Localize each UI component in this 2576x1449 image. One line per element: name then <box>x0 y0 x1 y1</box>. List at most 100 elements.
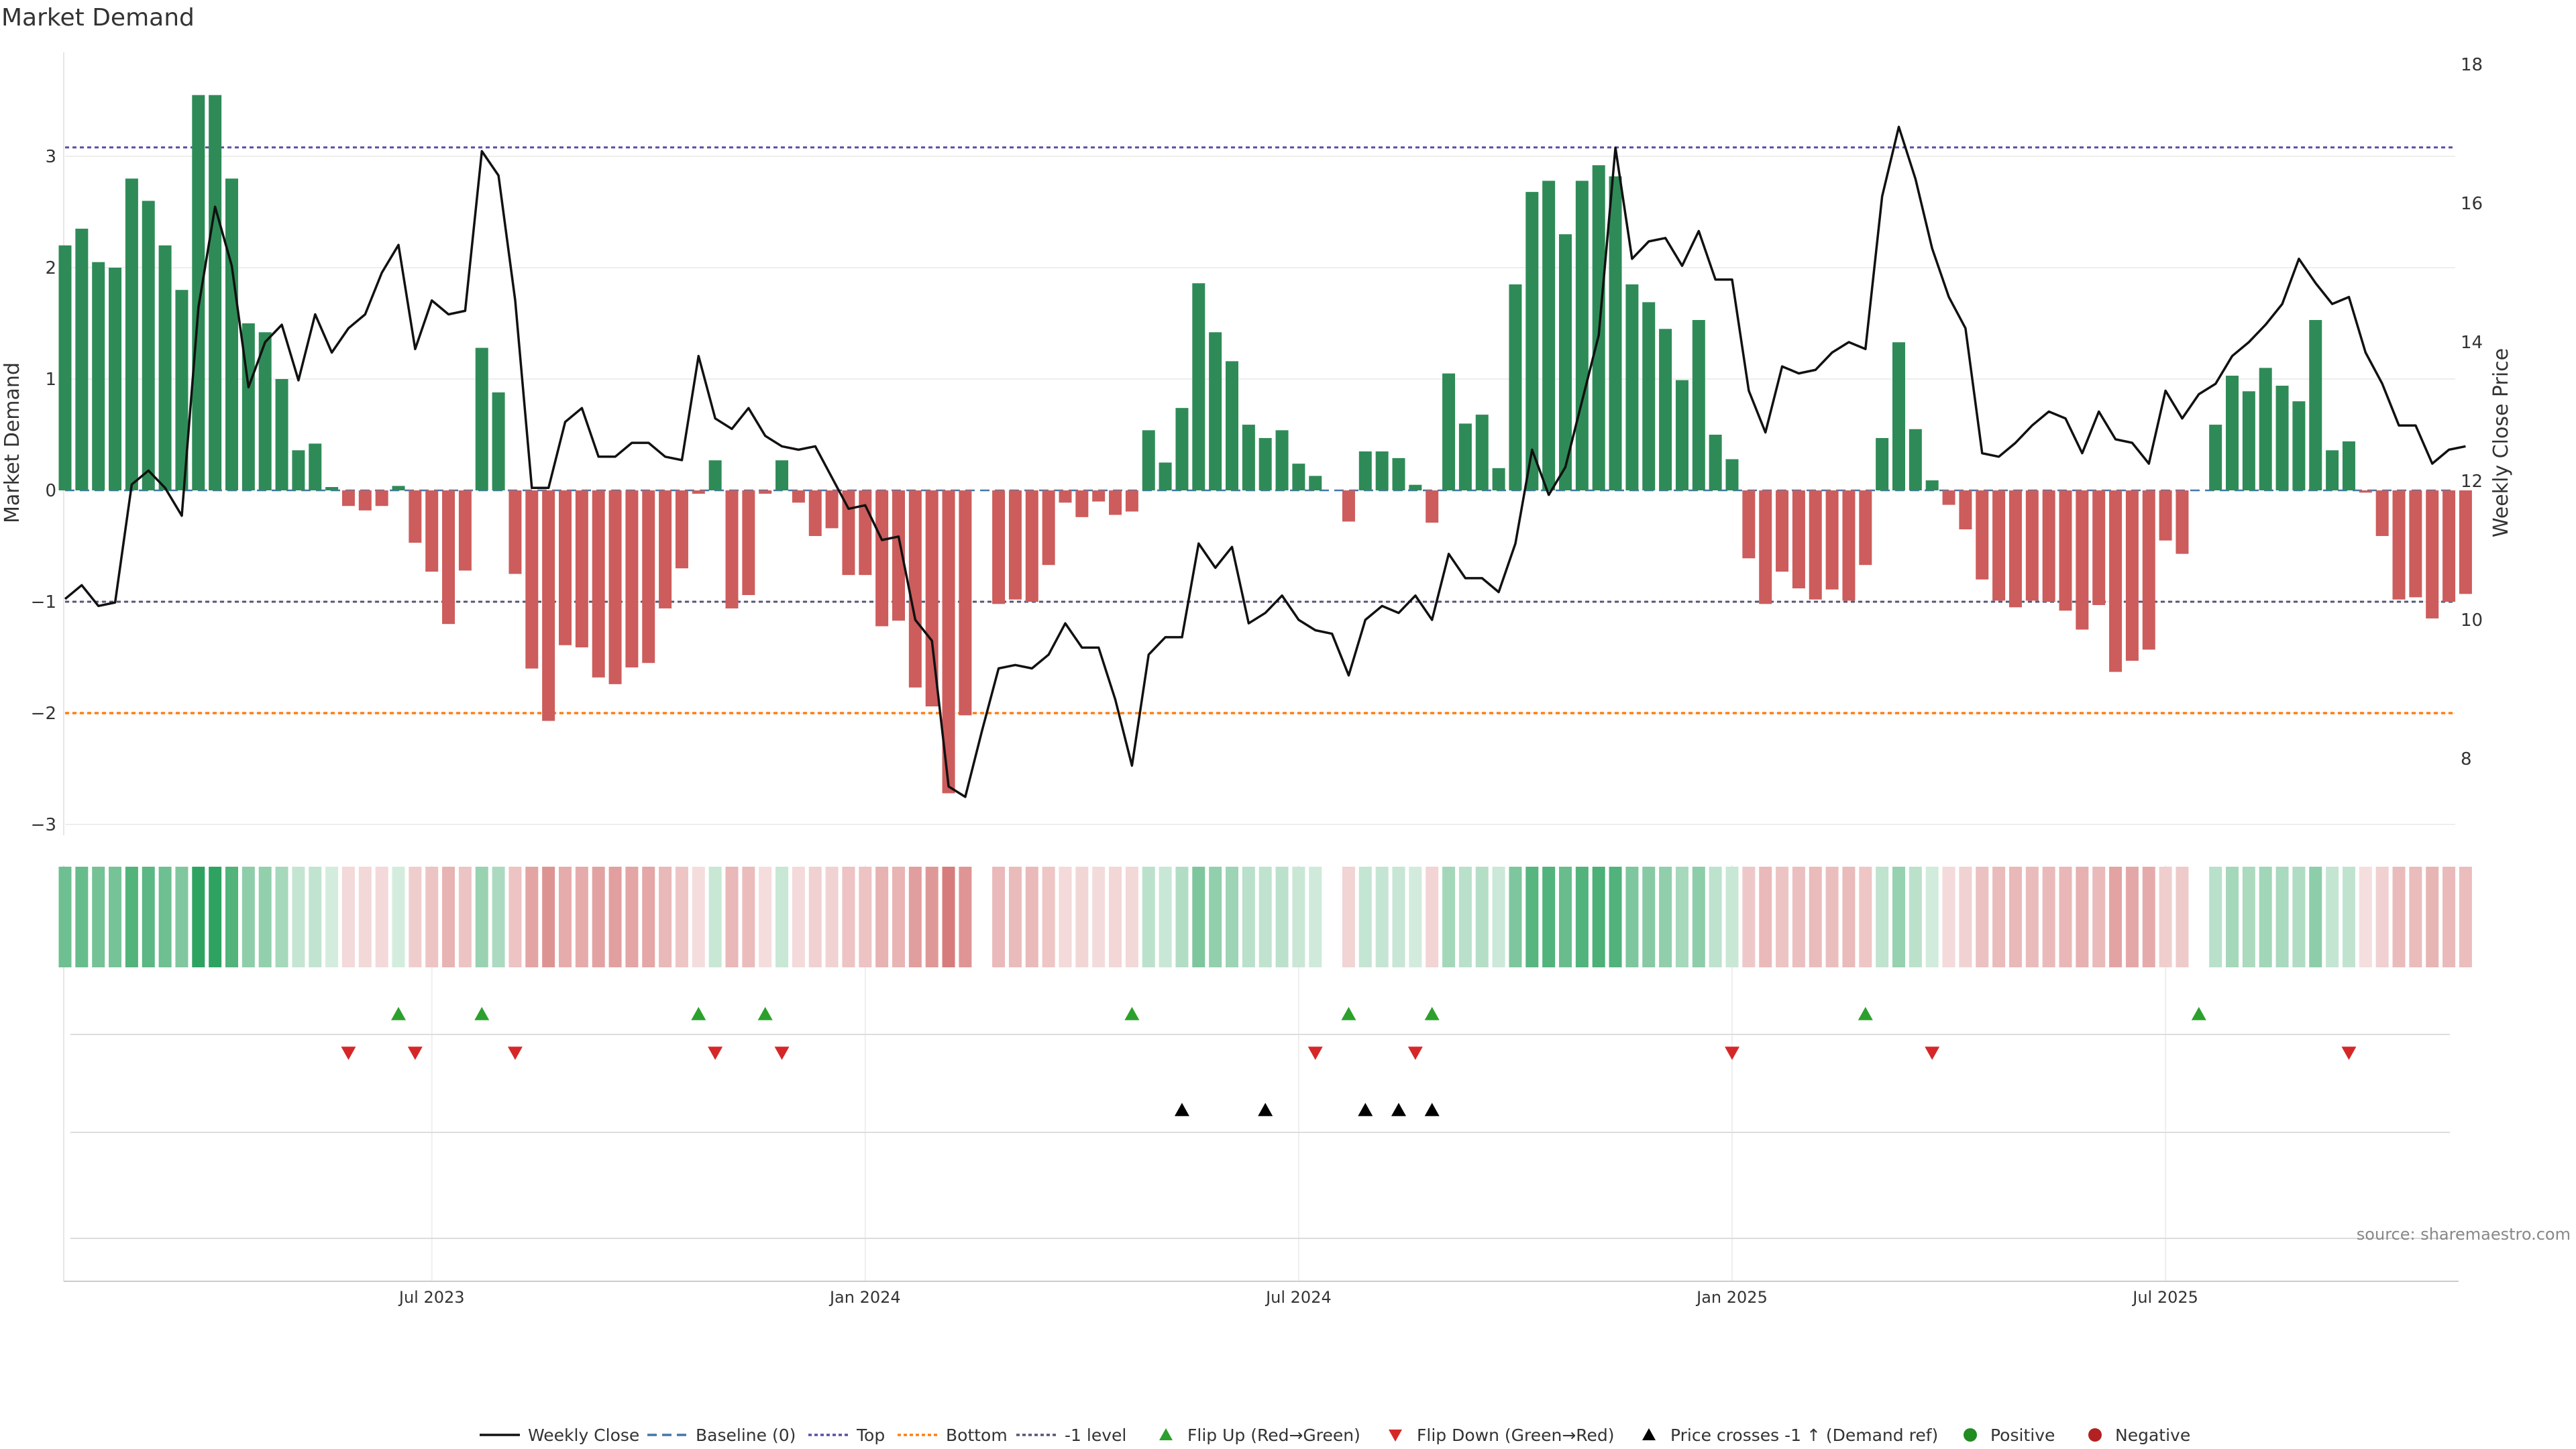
demand-bar <box>1842 490 1856 601</box>
demand-bar <box>125 178 138 490</box>
demand-bar <box>1242 425 1255 490</box>
demand-bar <box>792 490 805 503</box>
demand-bar <box>1042 490 1055 566</box>
heat-cell <box>959 867 972 967</box>
demand-bar <box>292 450 305 490</box>
demand-bar <box>1776 490 1789 572</box>
demand-bar <box>2342 441 2355 490</box>
demand-bars <box>58 95 2472 794</box>
heat-cell <box>2059 867 2072 967</box>
heat-cell <box>1226 867 1238 967</box>
demand-bar <box>2076 490 2089 630</box>
heat-cell <box>659 867 672 967</box>
legend-label: Negative <box>2115 1426 2190 1445</box>
heat-cell <box>708 867 722 967</box>
chart-legend: Weekly Close Baseline (0) Top Bottom -1 leve… <box>480 1426 2190 1445</box>
heat-cell <box>642 867 655 967</box>
heat-cell <box>525 867 539 967</box>
heat-cell <box>1426 867 1439 967</box>
demand-bar <box>692 490 705 494</box>
heat-cell <box>241 867 255 967</box>
heat-cell <box>375 867 388 967</box>
weekly-close-line <box>64 125 2466 798</box>
heat-cell <box>125 867 138 967</box>
heat-cell <box>425 867 439 967</box>
flip-down-marker <box>341 1046 356 1060</box>
demand-bar <box>1725 459 1739 490</box>
flip-down-marker <box>2341 1046 2357 1060</box>
heat-cell <box>1842 867 1856 967</box>
demand-bar <box>592 490 605 678</box>
y-tick-label: 3 <box>45 147 56 167</box>
legend-label: -1 level <box>1065 1426 1126 1445</box>
demand-bar <box>992 490 1006 604</box>
demand-bar <box>209 95 222 490</box>
heat-cell <box>2292 867 2306 967</box>
heat-cell <box>1092 867 1106 967</box>
x-tick-label: Jan 2025 <box>1695 1288 1768 1307</box>
heat-cell <box>175 867 189 967</box>
heat-cell <box>109 867 122 967</box>
demand-bar <box>2459 490 2472 594</box>
flip-up-marker <box>474 1007 490 1020</box>
demand-bar <box>2259 368 2272 490</box>
demand-bar <box>1792 490 1805 589</box>
x-tick-label: Jul 2025 <box>2131 1288 2198 1307</box>
heat-cell <box>2226 867 2239 967</box>
flip-down-marker <box>1307 1046 1323 1060</box>
flip-down-marker <box>1725 1046 1739 1060</box>
demand-bar <box>742 490 755 596</box>
demand-bar <box>1175 408 1189 490</box>
demand-bar <box>458 490 472 571</box>
heat-cell <box>442 867 455 967</box>
demand-bar <box>1275 430 1289 490</box>
demand-bar <box>642 490 655 663</box>
demand-bar <box>258 332 272 490</box>
heat-cell <box>892 867 905 967</box>
price-cross-marker <box>1258 1103 1273 1116</box>
demand-bar <box>1675 380 1688 490</box>
heat-cell <box>1909 867 1922 967</box>
demand-bar <box>2392 490 2406 600</box>
heat-cell <box>475 867 488 967</box>
demand-bar <box>1859 490 1872 566</box>
heat-cell <box>1742 867 1756 967</box>
legend-swatch <box>1642 1428 1656 1440</box>
demand-bar <box>275 379 288 490</box>
heat-cell <box>1892 867 1905 967</box>
chart-title: Market Demand <box>1 4 195 32</box>
legend-label: Flip Down (Green→Red) <box>1417 1426 1615 1445</box>
legend-label: Weekly Close <box>528 1426 639 1445</box>
heat-cell <box>225 867 238 967</box>
heat-cell <box>2159 867 2172 967</box>
heat-cell <box>592 867 605 967</box>
heat-cell <box>2008 867 2022 967</box>
y2-tick-label: 18 <box>2461 55 2483 75</box>
demand-bar <box>1492 468 1505 490</box>
demand-bar <box>1925 480 1939 490</box>
x-ticks: Jul 2023 Jan 2024 Jul 2024 Jan 2025 Jul 2025 <box>398 1288 2198 1307</box>
heat-cell <box>508 867 522 967</box>
y2-tick-label: 10 <box>2461 610 2483 631</box>
heat-cell <box>1559 867 1572 967</box>
heat-cell <box>1209 867 1222 967</box>
heat-cell <box>1492 867 1505 967</box>
heat-cell <box>842 867 855 967</box>
heat-cell <box>692 867 705 967</box>
heat-cell <box>1442 867 1456 967</box>
demand-bar <box>1292 464 1305 490</box>
demand-bar <box>1309 476 1322 490</box>
heat-cell <box>158 867 172 967</box>
demand-bar <box>1426 490 1439 523</box>
demand-bar <box>542 490 555 721</box>
demand-bar <box>1059 490 1072 503</box>
flip-up-marker <box>1858 1007 1873 1020</box>
heat-cell <box>209 867 222 967</box>
demand-bar <box>2426 490 2439 619</box>
demand-bar <box>442 490 455 625</box>
demand-bar <box>625 490 639 667</box>
demand-bar <box>2042 490 2055 602</box>
heat-cell <box>292 867 305 967</box>
flip-up-marker <box>391 1007 406 1020</box>
y-tick-label: 1 <box>45 370 56 390</box>
